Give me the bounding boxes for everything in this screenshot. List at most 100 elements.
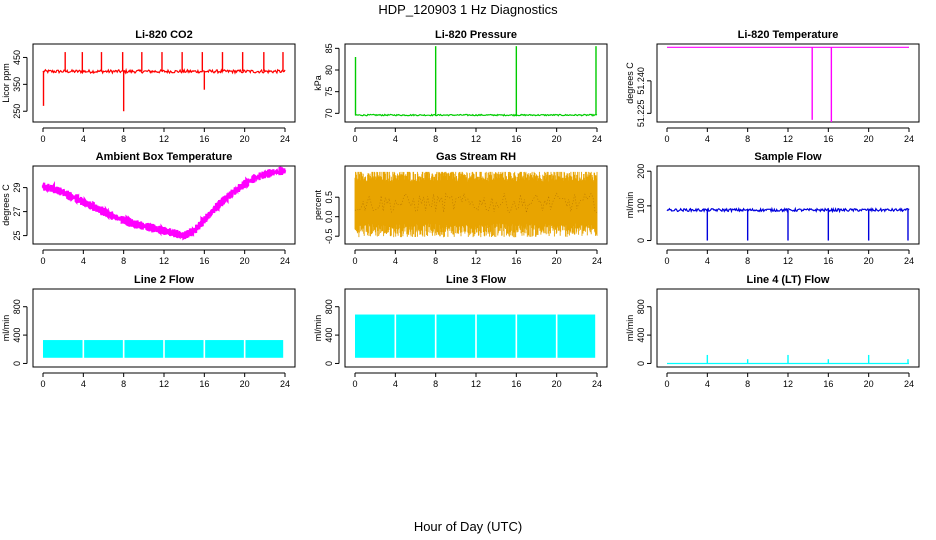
- y-axis: 51.225 51.240: [636, 67, 652, 127]
- x-tick-label: 0: [40, 379, 45, 389]
- x-tick-label: 4: [705, 134, 710, 144]
- panel-line3: Line 3 Flow ml/min 0 4 8 12 16 20 24 0 400 800: [313, 274, 608, 389]
- y-tick-label: 350: [12, 77, 22, 92]
- x-tick-label: 24: [592, 134, 602, 144]
- x-axis: 0 4 8 12 16 20 24: [352, 372, 602, 389]
- y-tick-label: -0.5: [324, 228, 334, 244]
- y-tick-label: 0: [636, 238, 646, 243]
- x-tick-label: 12: [471, 134, 481, 144]
- y-axis: 250 350 450: [12, 50, 28, 119]
- y-tick-label: 29: [12, 183, 22, 193]
- x-tick-label: 20: [864, 256, 874, 266]
- y-tick-label: 800: [324, 299, 334, 314]
- panel-title: Ambient Box Temperature: [96, 151, 233, 163]
- x-axis: 0 4 8 12 16 20 24: [352, 249, 602, 266]
- flow-block: [557, 314, 596, 358]
- flow-block: [396, 314, 435, 358]
- x-tick-label: 24: [904, 379, 914, 389]
- x-tick-label: 20: [240, 134, 250, 144]
- rh-noise: [354, 171, 598, 238]
- plot-box: [344, 43, 608, 123]
- panel-ambient: Ambient Box Temperature degrees C 0 4 8 12 16 2…: [1, 151, 296, 266]
- x-axis: 0 4 8 12 16 20 24: [40, 372, 290, 389]
- panel-title: Gas Stream RH: [436, 151, 516, 163]
- x-tick-label: 4: [81, 379, 86, 389]
- y-axis-label: ml/min: [625, 315, 635, 342]
- plot-box: [656, 288, 920, 368]
- flow-block: [436, 314, 476, 358]
- plot-box: [344, 165, 608, 245]
- y-axis-label: degrees C: [625, 62, 635, 104]
- x-tick-label: 12: [471, 256, 481, 266]
- x-tick-label: 20: [864, 379, 874, 389]
- series-line2: [43, 340, 284, 358]
- series-line3: [355, 314, 596, 358]
- panel-title: Sample Flow: [754, 151, 822, 163]
- x-tick-label: 24: [280, 256, 290, 266]
- y-axis: 0 400 800: [636, 299, 652, 366]
- plot-box: [32, 43, 296, 123]
- y-tick-label: 250: [12, 104, 22, 119]
- panel-title: Line 3 Flow: [446, 274, 506, 286]
- y-tick-label: 27: [12, 207, 22, 217]
- x-tick-label: 20: [552, 379, 562, 389]
- x-axis: 0 4 8 12 16 20 24: [352, 127, 602, 144]
- x-tick-label: 20: [552, 256, 562, 266]
- flow-block: [245, 340, 284, 358]
- panel-title: Li-820 Pressure: [435, 29, 517, 41]
- y-tick-label: 200: [636, 164, 646, 179]
- x-tick-label: 16: [823, 256, 833, 266]
- panel-rh: Gas Stream RH percent 0 4 8 12 16 20 24 -0.5 0.0 0.…: [313, 151, 608, 266]
- series-co2: [42, 52, 286, 112]
- x-tick-label: 20: [864, 134, 874, 144]
- x-tick-label: 24: [592, 256, 602, 266]
- x-tick-label: 8: [745, 134, 750, 144]
- y-tick-label: 800: [12, 299, 22, 314]
- x-tick-label: 12: [159, 256, 169, 266]
- x-tick-label: 0: [352, 256, 357, 266]
- flow-block: [517, 314, 556, 358]
- x-tick-label: 20: [240, 379, 250, 389]
- plot-box: [32, 165, 296, 245]
- y-axis: 0 400 800: [324, 299, 340, 366]
- x-tick-label: 4: [393, 134, 398, 144]
- x-tick-label: 8: [433, 379, 438, 389]
- series-rh: [354, 171, 598, 238]
- x-axis: 0 4 8 12 16 20 24: [40, 127, 290, 144]
- x-tick-label: 12: [783, 134, 793, 144]
- y-tick-label: 0: [12, 361, 22, 366]
- rh-center: [354, 192, 598, 213]
- y-tick-label: 0: [324, 361, 334, 366]
- panel-title: Li-820 Temperature: [738, 29, 839, 41]
- y-axis-label: ml/min: [1, 315, 11, 342]
- x-tick-label: 0: [40, 134, 45, 144]
- x-axis: 0 4 8 12 16 20 24: [664, 372, 914, 389]
- y-axis-label: Licor ppm: [1, 63, 11, 103]
- flow-block: [164, 340, 204, 358]
- ambient-band: [41, 166, 287, 241]
- flow-block: [476, 314, 516, 358]
- x-tick-label: 16: [823, 134, 833, 144]
- x-tick-label: 24: [904, 134, 914, 144]
- flow-block: [43, 340, 83, 358]
- y-axis-label: degrees C: [1, 184, 11, 226]
- figure-title: HDP_120903 1 Hz Diagnostics: [378, 2, 558, 17]
- x-tick-label: 8: [745, 256, 750, 266]
- y-axis: -0.5 0.0 0.5: [324, 191, 340, 244]
- y-axis: 0 400 800: [12, 299, 28, 366]
- y-tick-label: 75: [324, 87, 334, 97]
- x-tick-label: 4: [81, 256, 86, 266]
- x-tick-label: 20: [552, 134, 562, 144]
- x-tick-label: 8: [433, 134, 438, 144]
- x-tick-label: 0: [664, 134, 669, 144]
- y-tick-label: 800: [636, 299, 646, 314]
- x-tick-label: 8: [433, 256, 438, 266]
- y-tick-label: 0.0: [324, 210, 334, 223]
- x-tick-label: 0: [352, 134, 357, 144]
- x-axis: 0 4 8 12 16 20 24: [664, 249, 914, 266]
- x-tick-label: 16: [511, 134, 521, 144]
- y-axis-label: ml/min: [625, 192, 635, 219]
- y-tick-label: 85: [324, 43, 334, 53]
